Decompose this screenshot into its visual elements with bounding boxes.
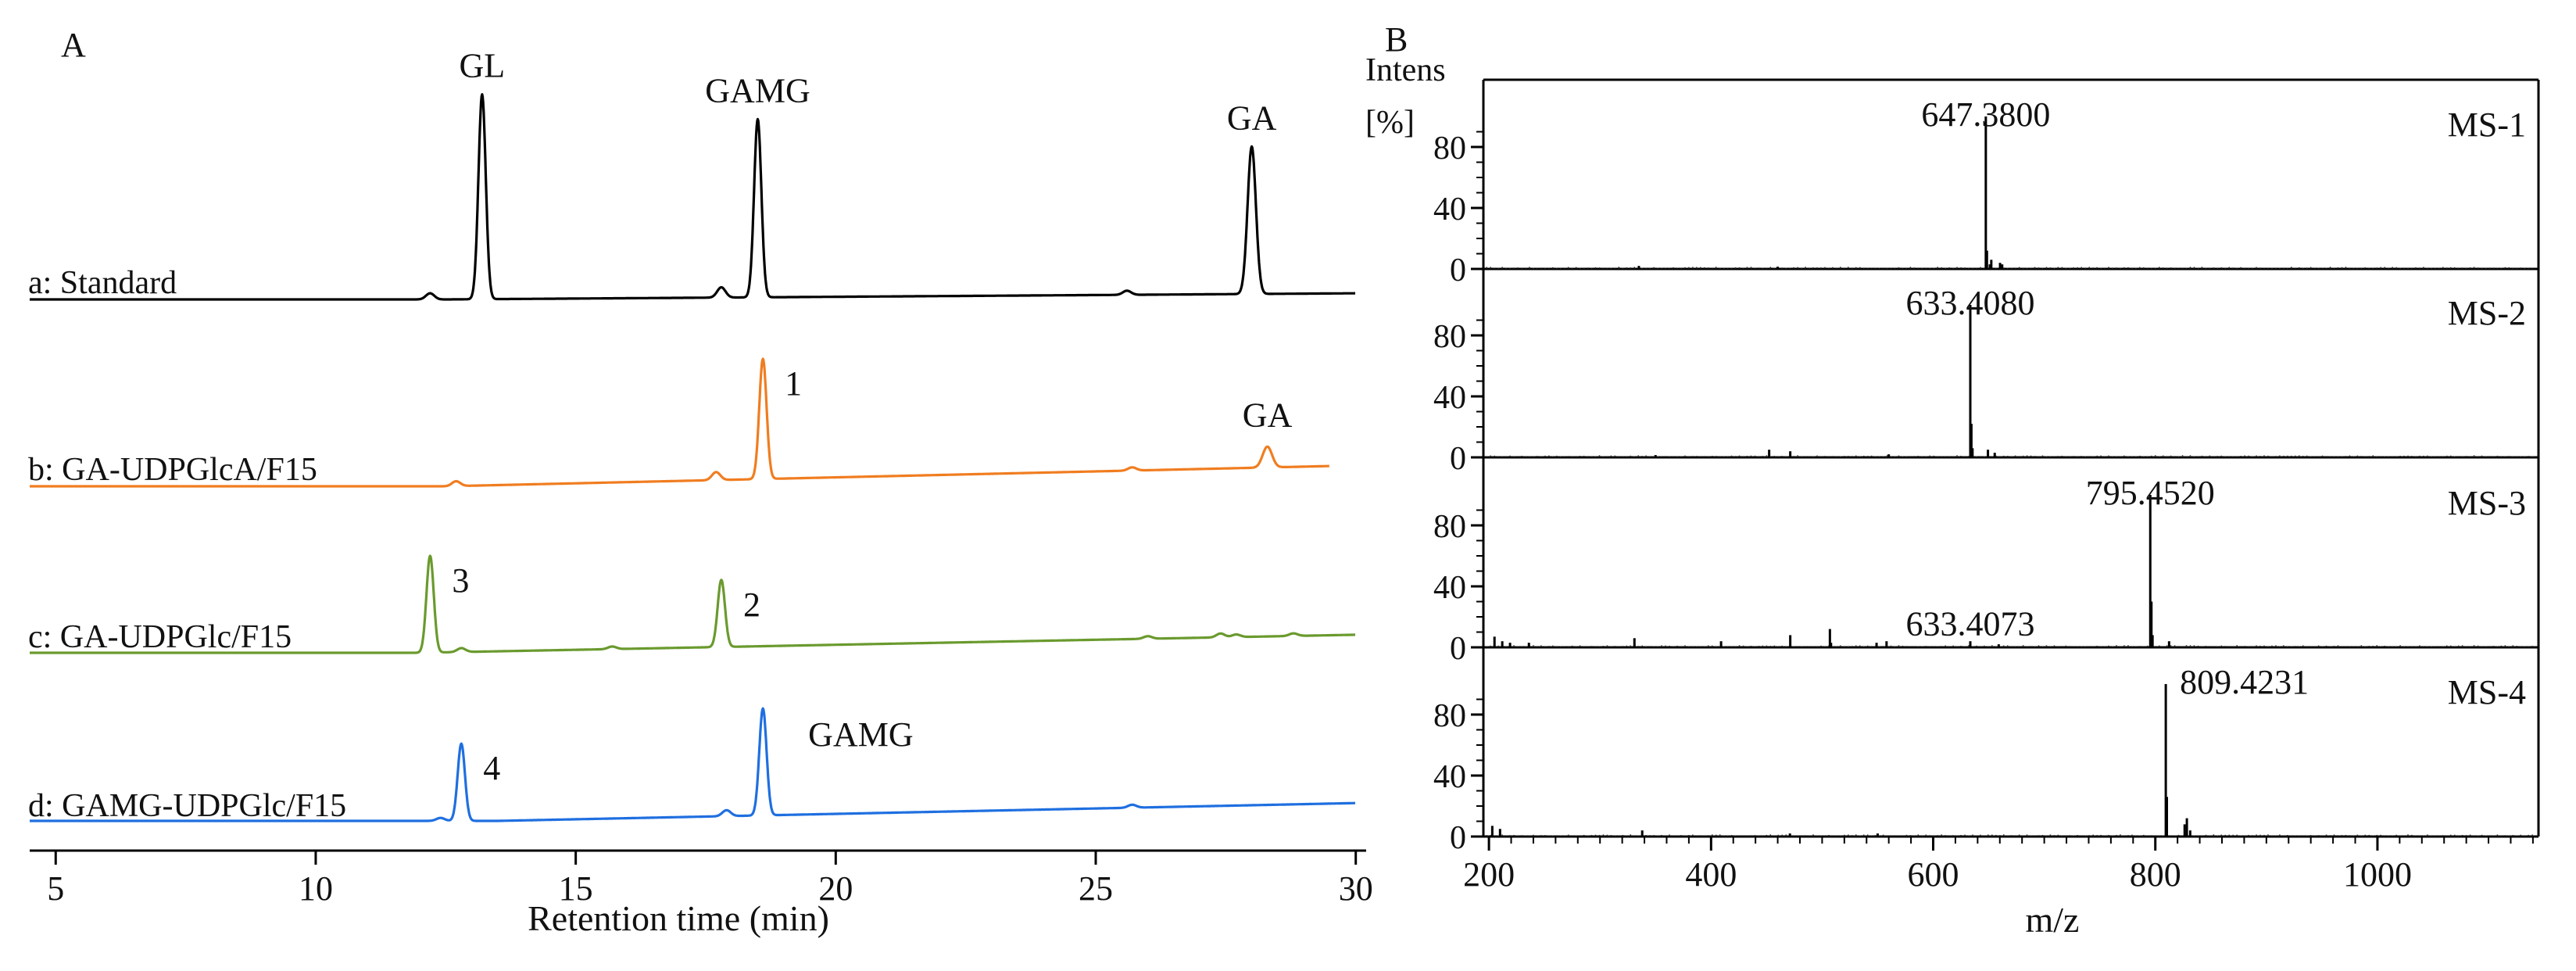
chromatogram-peak-label: GAMG — [808, 715, 913, 754]
spectrum-y-tick-label: 0 — [1450, 441, 1466, 477]
chromatogram-peak-labels: GL GAMG GA 1 GA 3 2 4 GAMG — [452, 47, 1292, 788]
spectrum-y-tick-label: 40 — [1433, 380, 1466, 416]
spectrum-x-ticks: 200 400 600 800 1000 — [1463, 837, 2534, 894]
spectrum-y-tick-label: 80 — [1433, 319, 1466, 355]
chromatogram-peak-label: GL — [460, 47, 506, 85]
chromatogram-peak-label: 4 — [483, 749, 500, 787]
spectrum-y-tick-label: 0 — [1450, 631, 1466, 667]
chromatogram-traces — [29, 93, 1356, 822]
chromatogram-x-label: Retention time (min) — [528, 898, 829, 938]
chromatogram-trace — [29, 357, 1330, 488]
chromatogram-trace-name: d: GAMG-UDPGlc/F15 — [28, 788, 346, 824]
spectrum-y-label-line1: Intens — [1365, 52, 1446, 88]
spectrum-y-tick-label: 80 — [1433, 131, 1466, 167]
spectrum-peaks — [1486, 116, 2533, 837]
chromatogram-peak-label: 2 — [743, 586, 760, 624]
spectrum-y-label-line2: [%] — [1365, 105, 1415, 141]
chromatogram-peak-label: 3 — [452, 561, 469, 600]
spectrum-y-tick-label: 0 — [1450, 820, 1466, 856]
spectrum-x-tick-label: 600 — [1908, 855, 1959, 894]
spectrum-y-tick-label: 40 — [1433, 759, 1466, 795]
spectrum-y-tick-label: 0 — [1450, 253, 1466, 288]
chromatogram-x-tick-label: 30 — [1339, 869, 1373, 908]
chromatogram-peak-label: GA — [1243, 396, 1293, 434]
chromatogram-trace — [29, 707, 1356, 822]
spectrum-x-tick-label: 200 — [1463, 855, 1515, 894]
chromatogram-x-tick-label: 20 — [818, 869, 853, 908]
spectrum-y-tick-label: 80 — [1433, 509, 1466, 545]
chromatogram-x-ticks: 5 10 15 20 25 30 — [47, 851, 1373, 908]
spectrum-x-tick-label: 400 — [1685, 855, 1737, 894]
spectrum-name: MS-4 — [2448, 673, 2526, 711]
chromatogram-panel: 5 10 15 20 25 30 a: Standard b: GA-UDPGlcA/F15… — [28, 47, 1373, 938]
spectrum-base-peak-label: 633.4080 — [1906, 284, 2035, 322]
spectrum-name: MS-2 — [2448, 294, 2526, 332]
chromatogram-x-tick-label: 15 — [559, 869, 593, 908]
spectrum-name: MS-3 — [2448, 484, 2526, 522]
spectrum-y-tick-label: 40 — [1433, 570, 1466, 606]
spectrum-frames — [1482, 78, 2540, 838]
chromatogram-trace-name: c: GA-UDPGlc/F15 — [28, 619, 292, 655]
spectrum-y-tick-label: 80 — [1433, 698, 1466, 734]
chromatogram-trace — [29, 554, 1356, 654]
spectrum-x-tick-label: 1000 — [2343, 855, 2412, 894]
chromatogram-x-tick-label: 25 — [1079, 869, 1113, 908]
spectrum-x-tick-label: 800 — [2130, 855, 2181, 894]
panel-a-label: A — [61, 26, 86, 64]
panel-b-label: B — [1385, 20, 1408, 59]
spectrum-base-peak-label: 647.3800 — [1921, 95, 2050, 134]
chromatogram-trace-names: a: Standard b: GA-UDPGlcA/F15 c: GA-UDPGlc… — [28, 265, 346, 824]
spectrum-base-peak-label: 795.4520 — [2086, 474, 2215, 512]
chromatogram-peak-label: GA — [1227, 99, 1277, 137]
chromatogram-x-tick-label: 10 — [299, 869, 333, 908]
spectrum-y-ticks: 0 40 80 0 40 80 0 40 80 0 40 80 — [1433, 131, 1483, 856]
spectrum-name: MS-1 — [2448, 106, 2526, 144]
spectrum-y-tick-label: 40 — [1433, 192, 1466, 228]
chromatogram-trace-name: a: Standard — [28, 265, 177, 301]
spectrum-base-peak-label: 809.4231 — [2180, 663, 2309, 701]
chromatogram-x-tick-label: 5 — [47, 869, 64, 908]
spectrum-x-label: m/z — [2026, 900, 2080, 940]
spectrum-labels: 647.3800 MS-1 633.4080 MS-2 795.4520 633.4073… — [1905, 95, 2526, 711]
chromatogram-trace — [29, 93, 1356, 301]
chromatogram-trace-name: b: GA-UDPGlcA/F15 — [28, 452, 317, 488]
chromatogram-peak-label: 1 — [785, 364, 802, 403]
spectrum-annotation: 633.4073 — [1905, 604, 2034, 643]
chromatogram-peak-label: GAMG — [705, 71, 810, 109]
